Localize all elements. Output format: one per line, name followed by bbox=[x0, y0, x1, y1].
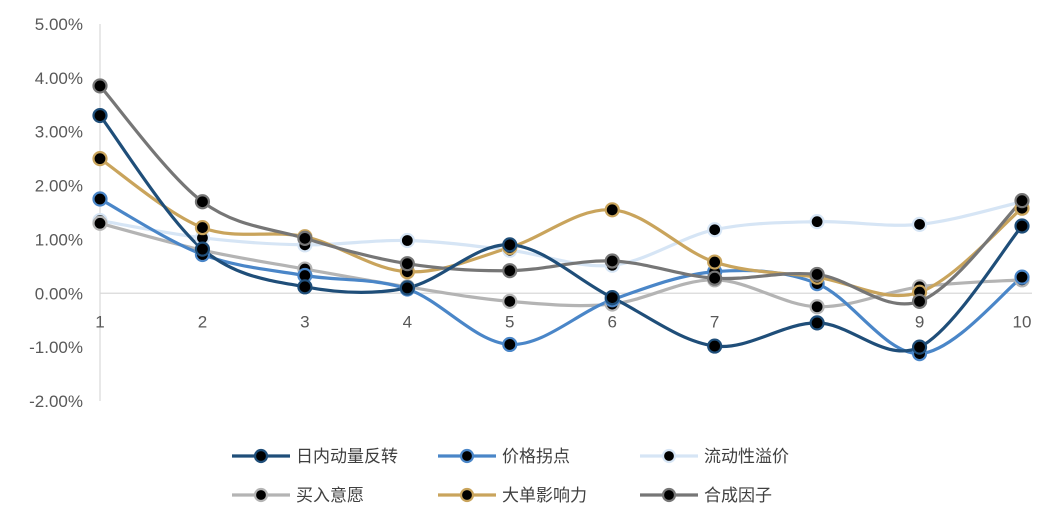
data-point bbox=[502, 263, 518, 279]
x-tick-label: 4 bbox=[403, 312, 412, 331]
legend-item: 日内动量反转 bbox=[232, 447, 398, 467]
y-tick-label: -1.00% bbox=[29, 338, 83, 357]
data-point bbox=[809, 214, 825, 230]
legend-swatch-marker bbox=[253, 448, 269, 464]
legend-swatch-marker bbox=[253, 487, 269, 503]
data-point bbox=[809, 266, 825, 283]
series-line bbox=[99, 200, 1023, 268]
legend-item: 价格拐点 bbox=[438, 447, 570, 467]
data-point bbox=[92, 191, 108, 207]
legend-item: 合成因子 bbox=[640, 486, 772, 506]
x-tick-label: 7 bbox=[710, 312, 719, 331]
legend-swatch-marker bbox=[459, 487, 475, 503]
data-point bbox=[92, 215, 108, 231]
series-line bbox=[99, 157, 1024, 298]
data-point bbox=[911, 339, 928, 355]
x-tick-label: 9 bbox=[915, 312, 924, 331]
data-point bbox=[92, 78, 108, 94]
x-tick-label: 3 bbox=[300, 312, 309, 331]
data-point bbox=[1014, 269, 1030, 285]
y-tick-label: 1.00% bbox=[35, 230, 83, 249]
legend-label: 大单影响力 bbox=[502, 486, 587, 506]
legend-item: 流动性溢价 bbox=[640, 447, 789, 467]
data-point bbox=[604, 202, 620, 218]
x-tick-label: 1 bbox=[95, 312, 104, 331]
y-tick-label: 2.00% bbox=[35, 177, 83, 196]
series-line bbox=[98, 114, 1024, 353]
series-line bbox=[99, 221, 1023, 309]
data-point bbox=[707, 222, 723, 238]
data-point bbox=[604, 289, 620, 306]
data-point bbox=[399, 232, 415, 249]
y-tick-label: 5.00% bbox=[35, 15, 83, 34]
data-point bbox=[194, 241, 211, 257]
data-point bbox=[194, 194, 211, 210]
data-point bbox=[502, 293, 518, 309]
legend-item: 大单影响力 bbox=[438, 486, 587, 506]
data-point bbox=[194, 219, 211, 236]
x-tick-label: 2 bbox=[198, 312, 207, 331]
data-point bbox=[297, 230, 313, 246]
y-tick-label: 0.00% bbox=[35, 284, 83, 303]
chart-axes: 5.00% 4.00% 3.00% 2.00% 1.00% 0.00% -1.00% -2.0… bbox=[29, 15, 1032, 411]
data-point bbox=[502, 336, 518, 353]
data-point bbox=[911, 293, 928, 309]
data-point bbox=[399, 256, 415, 272]
data-point bbox=[92, 151, 108, 167]
x-tick-label: 5 bbox=[505, 312, 514, 331]
series-line bbox=[99, 197, 1023, 356]
legend-label: 流动性溢价 bbox=[704, 447, 789, 467]
data-point bbox=[297, 279, 313, 295]
x-tick-label: 6 bbox=[607, 312, 616, 331]
data-point bbox=[707, 254, 723, 270]
data-point bbox=[604, 253, 620, 269]
y-tick-label: -2.00% bbox=[29, 392, 83, 411]
legend-swatch-marker bbox=[661, 448, 677, 464]
legend-label: 合成因子 bbox=[704, 486, 772, 506]
legend-swatch-marker bbox=[661, 487, 677, 503]
legend-label: 买入意愿 bbox=[296, 486, 364, 506]
data-point bbox=[809, 315, 825, 331]
x-tick-label: 10 bbox=[1013, 312, 1032, 331]
legend-label: 价格拐点 bbox=[502, 447, 570, 467]
data-point bbox=[911, 216, 928, 232]
data-point bbox=[707, 270, 723, 286]
legend-label: 日内动量反转 bbox=[296, 447, 398, 467]
data-point bbox=[399, 280, 415, 296]
data-point bbox=[707, 338, 723, 354]
data-point bbox=[809, 299, 825, 315]
data-point bbox=[1014, 218, 1030, 234]
y-tick-label: 4.00% bbox=[35, 69, 83, 88]
legend-item: 买入意愿 bbox=[232, 486, 364, 506]
data-point bbox=[502, 237, 518, 253]
data-point bbox=[1014, 193, 1030, 209]
legend-swatch-marker bbox=[459, 448, 475, 464]
y-tick-label: 3.00% bbox=[35, 123, 83, 142]
data-point bbox=[92, 107, 108, 124]
series-layer bbox=[92, 78, 1030, 362]
